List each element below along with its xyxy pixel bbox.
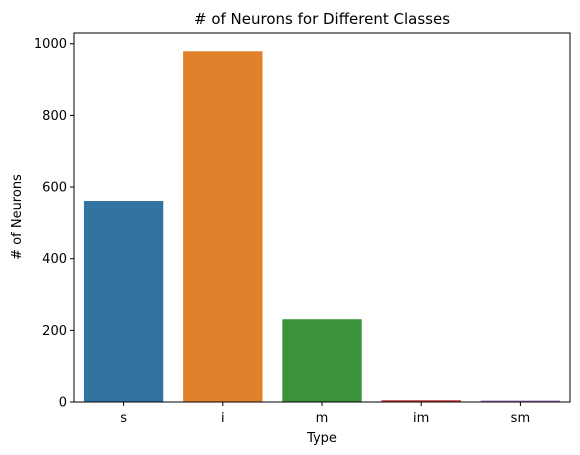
- y-tick-label: 800: [42, 109, 67, 124]
- y-tick-label: 0: [59, 396, 67, 411]
- y-axis-label: # of Neurons: [10, 174, 25, 260]
- y-axis-ticks: 0 200 400 600 800 1000: [34, 37, 74, 411]
- bar-im: [381, 400, 461, 402]
- x-tick-label: im: [413, 411, 429, 426]
- x-tick-label: m: [316, 411, 329, 426]
- y-tick-label: 200: [42, 324, 67, 339]
- chart-title: # of Neurons for Different Classes: [194, 10, 450, 28]
- x-axis-ticks: s i m im sm: [120, 402, 530, 426]
- plot-frame: [73, 32, 571, 403]
- x-tick-label: sm: [511, 411, 530, 426]
- y-tick-label: 400: [42, 252, 67, 267]
- bar-s: [83, 201, 164, 402]
- bar-m: [282, 319, 362, 402]
- y-tick-label: 600: [42, 181, 67, 196]
- bar-sm: [480, 400, 561, 402]
- x-tick-label: i: [221, 411, 225, 426]
- x-axis-label: Type: [306, 431, 337, 446]
- y-tick-label: 1000: [34, 37, 67, 52]
- bar-i: [183, 51, 263, 402]
- x-tick-label: s: [120, 411, 127, 426]
- bars-group: [83, 51, 561, 402]
